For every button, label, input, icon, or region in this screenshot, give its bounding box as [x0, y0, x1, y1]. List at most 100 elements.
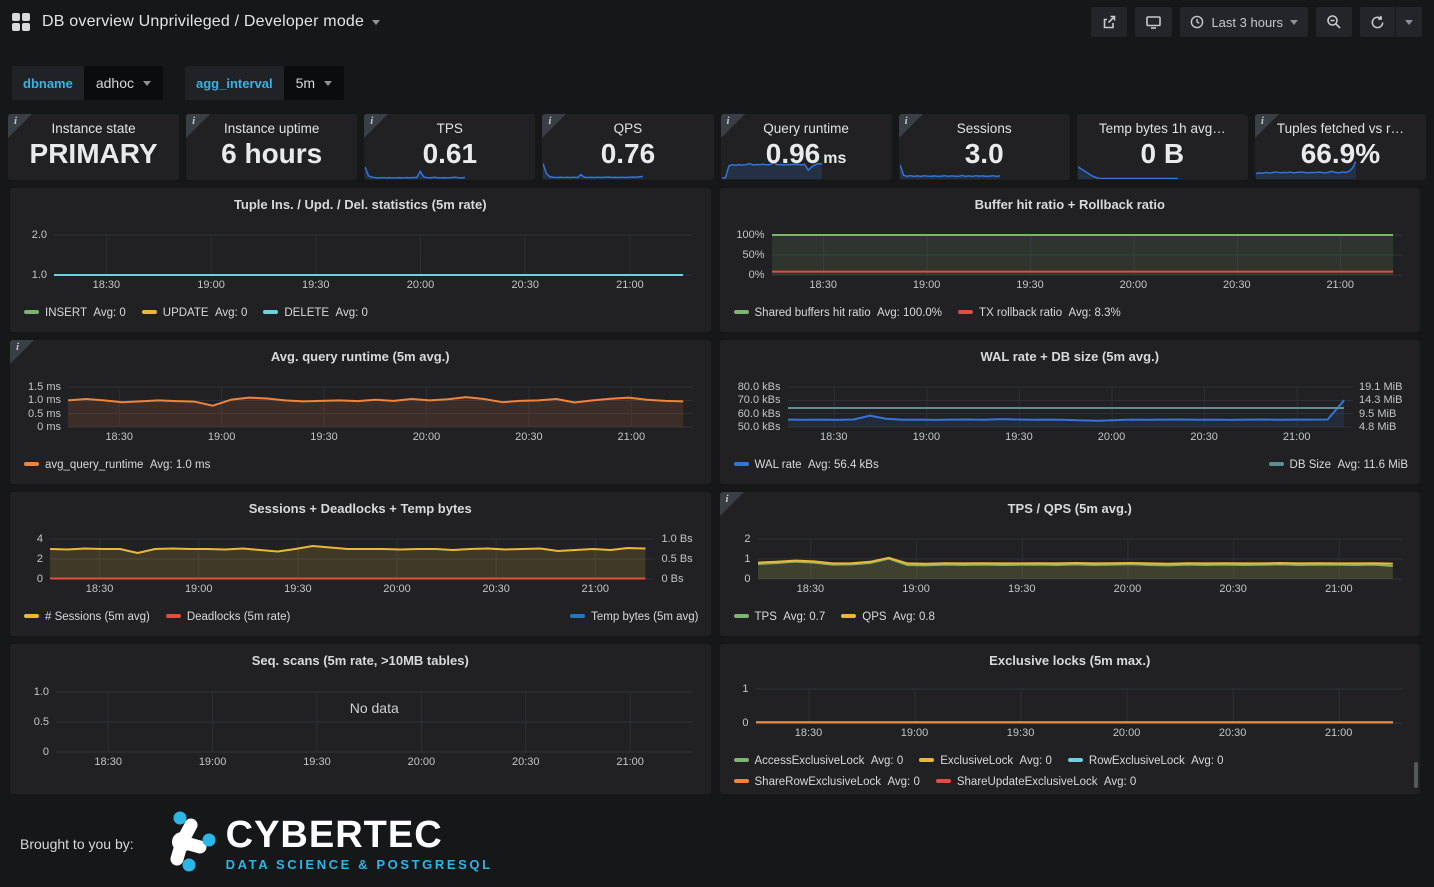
- chart-panel: Tuple Ins. / Upd. / Del. statistics (5m …: [10, 188, 711, 332]
- legend-item[interactable]: QPS Avg: 0.8: [841, 611, 935, 623]
- legend-item[interactable]: ShareUpdateExclusiveLock Avg: 0: [935, 776, 1136, 788]
- chart-panel-title[interactable]: Buffer hit ratio + Rollback ratio: [974, 197, 1165, 212]
- chart-canvas: [50, 539, 655, 579]
- legend-series-value: Avg: 56.4 kBs: [801, 459, 879, 471]
- chart-legend: AccessExclusiveLock Avg: 0 ExclusiveLock …: [733, 755, 1409, 788]
- variable-value-dropdown[interactable]: adhoc: [83, 66, 163, 100]
- y-axis-right: 1.0 Bs 0.5 Bs 0 Bs: [655, 533, 701, 585]
- y-axis-left: 2.0 1.0: [20, 229, 54, 281]
- share-button[interactable]: [1091, 7, 1128, 37]
- legend-scrollbar[interactable]: [1414, 762, 1418, 788]
- time-range-picker[interactable]: Last 3 hours: [1180, 7, 1308, 37]
- legend-item[interactable]: DELETE Avg: 0: [263, 307, 368, 319]
- chart-panel-title[interactable]: Sessions + Deadlocks + Temp bytes: [248, 501, 472, 516]
- x-tick-label: 21:00: [1282, 431, 1311, 443]
- zoom-out-button[interactable]: [1316, 7, 1352, 37]
- panel-info-icon[interactable]: [719, 492, 744, 516]
- info-icon: i: [726, 115, 730, 127]
- panel-info-icon[interactable]: [364, 114, 389, 138]
- x-tick-label: 19:00: [912, 431, 941, 443]
- legend-item[interactable]: TPS Avg: 0.7: [733, 611, 825, 623]
- legend-item[interactable]: # Sessions (5m avg): [24, 611, 150, 623]
- panel-info-icon[interactable]: [720, 114, 745, 138]
- legend-item[interactable]: UPDATE Avg: 0: [141, 307, 247, 319]
- legend-item[interactable]: WAL rate Avg: 56.4 kBs: [733, 459, 879, 471]
- grafana-logo-icon[interactable]: [12, 13, 30, 31]
- chart-panel-title[interactable]: WAL rate + DB size (5m avg.): [980, 349, 1160, 364]
- legend-item[interactable]: AccessExclusiveLock Avg: 0: [733, 755, 903, 767]
- legend-series-name: DB Size: [1289, 459, 1332, 471]
- legend-item[interactable]: RowExclusiveLock Avg: 0: [1067, 755, 1224, 767]
- legend-swatch-icon: [24, 614, 39, 618]
- stat-panel-title[interactable]: Instance uptime: [224, 121, 320, 136]
- stat-panel-title[interactable]: QPS: [613, 121, 643, 136]
- chart-panel-title[interactable]: Seq. scans (5m rate, >10MB tables): [251, 653, 469, 668]
- legend-item[interactable]: Deadlocks (5m rate): [165, 611, 290, 623]
- legend-swatch-icon: [263, 310, 279, 314]
- panel-info-icon[interactable]: [898, 114, 923, 138]
- panel-info-icon[interactable]: [1254, 114, 1279, 138]
- chart-panel-title[interactable]: Exclusive locks (5m max.): [989, 653, 1151, 668]
- legend-left: Shared buffers hit ratio Avg: 100.0% TX r…: [733, 307, 1121, 319]
- stat-value: PRIMARY: [8, 138, 179, 170]
- legend-item[interactable]: INSERT Avg: 0: [24, 307, 126, 319]
- chart-panel-title[interactable]: Tuple Ins. / Upd. / Del. statistics (5m …: [233, 197, 487, 212]
- panel-info-icon[interactable]: [186, 114, 211, 138]
- plot-area: No data 18:30 19:00 19:30 20:00 20:30 21:00: [56, 692, 693, 768]
- x-tick-label: 21:00: [1326, 279, 1354, 291]
- template-variables: dbname adhoc agg_interval 5m: [0, 44, 1434, 112]
- x-tick-label: 18:30: [820, 431, 848, 443]
- dashboard-title[interactable]: DB overview Unprivileged / Developer mod…: [42, 13, 381, 31]
- stat-panel-title[interactable]: TPS: [436, 121, 463, 136]
- legend-item[interactable]: ExclusiveLock Avg: 0: [919, 755, 1052, 767]
- legend-item[interactable]: avg_query_runtime Avg: 1.0 ms: [24, 459, 210, 471]
- stat-panel-title[interactable]: Temp bytes 1h avg…: [1098, 121, 1226, 136]
- refresh-split-button: [1360, 7, 1422, 37]
- variable-value-dropdown[interactable]: 5m: [283, 66, 345, 100]
- y-axis-right: [1402, 689, 1410, 723]
- chart-canvas: [771, 235, 1403, 275]
- legend-series-name: AccessExclusiveLock: [754, 755, 865, 767]
- legend-item[interactable]: ShareRowExclusiveLock Avg: 0: [733, 776, 920, 788]
- y-axis-right: [693, 692, 701, 752]
- legend-item[interactable]: TX rollback ratio Avg: 8.3%: [958, 307, 1121, 319]
- panel-info-icon[interactable]: [8, 114, 32, 138]
- stat-sparkline: [721, 157, 822, 179]
- chart-panel-title[interactable]: Avg. query runtime (5m avg.): [270, 349, 450, 364]
- stat-panel-title[interactable]: Instance state: [51, 121, 136, 136]
- legend-item[interactable]: Shared buffers hit ratio Avg: 100.0%: [733, 307, 942, 319]
- stat-panel: i Sessions 3.0: [898, 114, 1070, 180]
- refresh-button[interactable]: [1360, 7, 1396, 37]
- stat-panel-title[interactable]: Query runtime: [763, 121, 849, 136]
- info-icon: i: [16, 341, 20, 353]
- legend-item[interactable]: Temp bytes (5m avg): [570, 611, 699, 623]
- cycle-view-button[interactable]: [1135, 7, 1173, 37]
- chevron-down-icon: [1290, 19, 1298, 25]
- stat-panel: i Query runtime 0.96 ms: [720, 114, 892, 180]
- x-tick-label: 21:00: [616, 756, 644, 768]
- stat-panel: Temp bytes 1h avg… 0 B: [1076, 114, 1248, 180]
- x-tick-label: 19:30: [310, 431, 338, 443]
- chart-panel-title[interactable]: TPS / QPS (5m avg.): [1007, 501, 1132, 516]
- y-axis-right: [1402, 235, 1410, 275]
- stat-panel-title[interactable]: Tuples fetched vs r…: [1276, 121, 1404, 136]
- x-tick-label: 19:30: [1006, 727, 1035, 739]
- x-tick-label: 20:00: [407, 756, 436, 768]
- legend-series-name: Shared buffers hit ratio: [754, 307, 871, 319]
- chevron-down-icon: [1405, 19, 1413, 25]
- x-tick-label: 18:30: [85, 583, 114, 595]
- legend-item[interactable]: DB Size Avg: 11.6 MiB: [1268, 459, 1408, 471]
- x-tick-label: 20:00: [383, 583, 411, 595]
- navbar: DB overview Unprivileged / Developer mod…: [0, 0, 1434, 44]
- refresh-interval-dropdown[interactable]: [1396, 7, 1422, 37]
- stat-panel-title[interactable]: Sessions: [956, 121, 1012, 136]
- legend-series-value: Avg: 11.6 MiB: [1331, 459, 1408, 471]
- y-tick-label: 0%: [748, 269, 765, 281]
- panel-info-icon[interactable]: [10, 340, 34, 364]
- x-tick-label: 20:30: [1219, 583, 1247, 595]
- chevron-down-icon: [324, 80, 333, 86]
- legend-swatch-icon: [570, 614, 586, 618]
- y-tick-label: 0.5 Bs: [661, 553, 693, 565]
- info-icon: i: [904, 115, 908, 127]
- panel-info-icon[interactable]: [542, 114, 567, 138]
